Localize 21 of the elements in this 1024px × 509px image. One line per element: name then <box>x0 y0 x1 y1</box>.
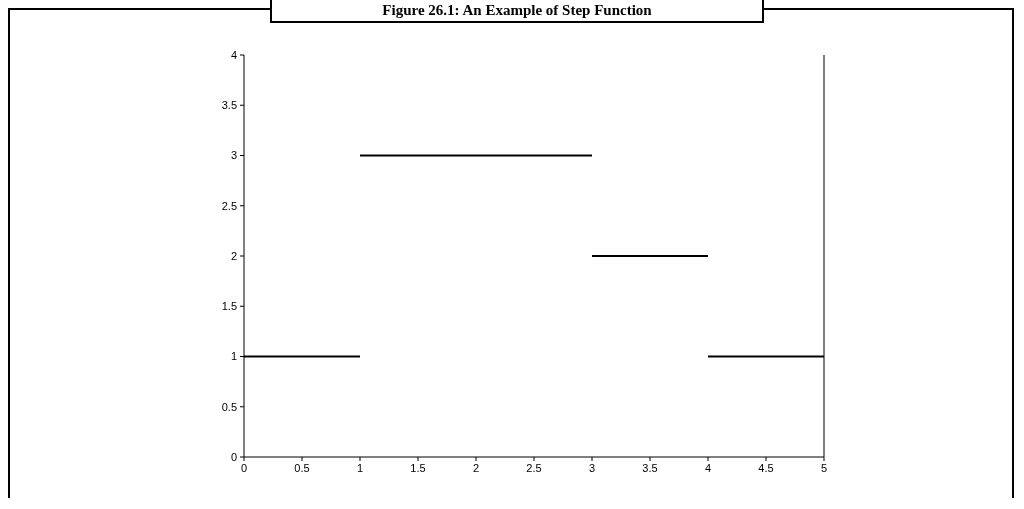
y-tick-label: 2 <box>230 249 237 262</box>
x-tick-label: 5 <box>820 461 828 474</box>
x-tick-label: 3.5 <box>642 461 658 474</box>
x-tick-label: 2.5 <box>526 461 542 474</box>
y-tick-label: 3.5 <box>221 99 237 112</box>
x-tick-label: 4 <box>704 461 712 474</box>
chart-title: Figure 26.1: An Example of Step Function <box>270 0 764 23</box>
x-tick-label: 0.5 <box>294 461 310 474</box>
x-tick-label: 4.5 <box>758 461 774 474</box>
y-tick-label: 2.5 <box>221 199 237 212</box>
y-tick-label: 1.5 <box>221 300 237 313</box>
x-tick-label: 0 <box>240 461 248 474</box>
x-tick-label: 1 <box>356 461 364 474</box>
y-tick-label: 3 <box>230 149 237 162</box>
y-tick-label: 1 <box>230 350 237 363</box>
y-tick-label: 4 <box>230 48 237 61</box>
x-tick-label: 1.5 <box>410 461 426 474</box>
x-tick-label: 3 <box>588 461 596 474</box>
y-tick-label: 0.5 <box>221 400 237 413</box>
y-tick-label: 0 <box>230 450 237 463</box>
x-tick-label: 2 <box>472 461 480 474</box>
